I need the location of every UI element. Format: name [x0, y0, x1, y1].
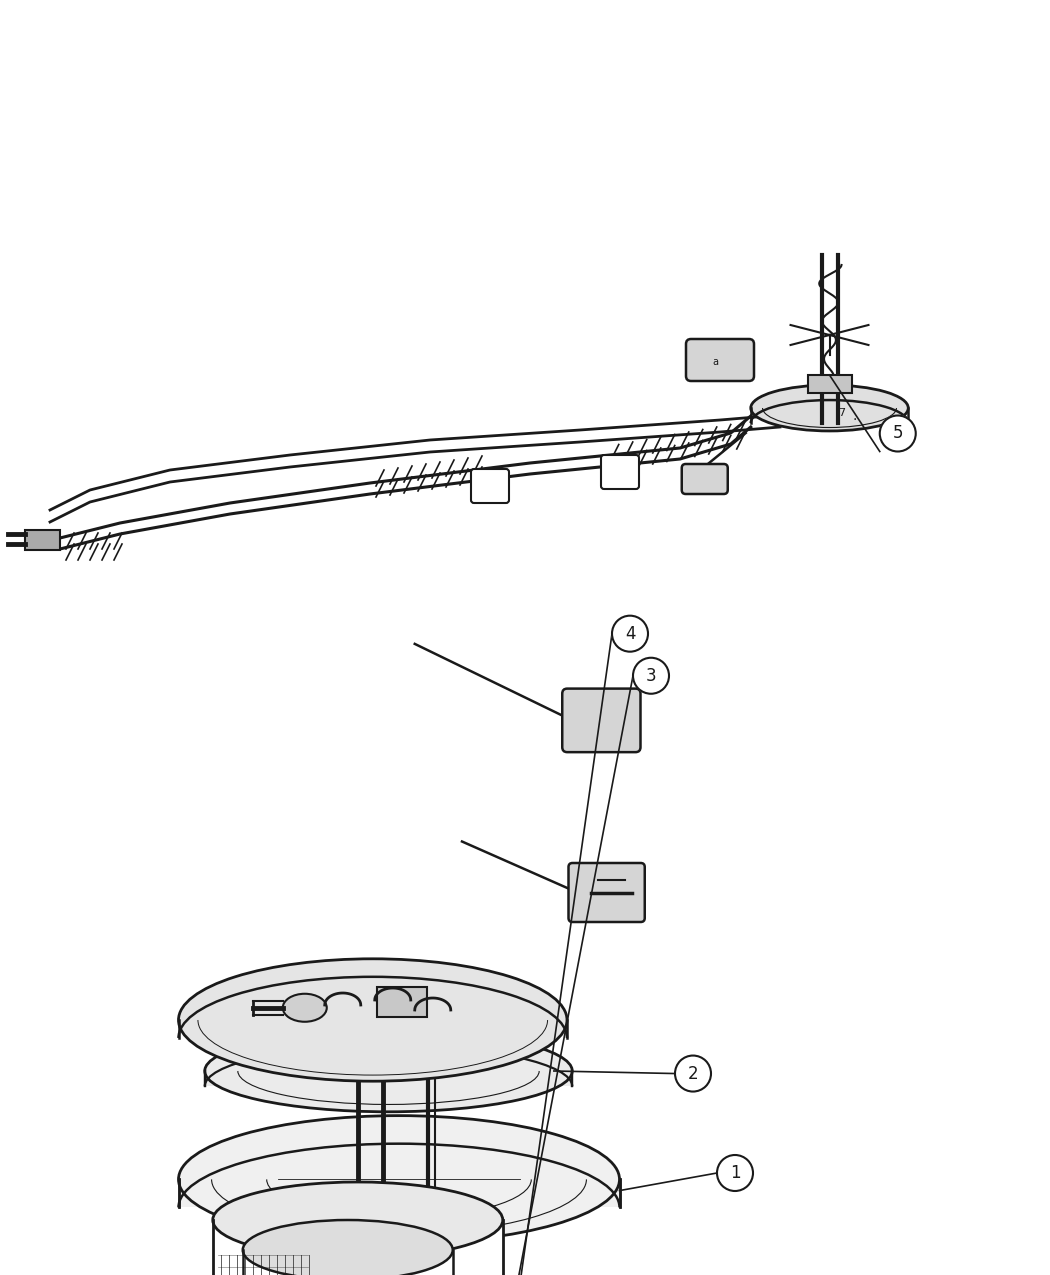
Bar [377, 987, 427, 1016]
Bar [25, 530, 60, 550]
Circle shape [880, 416, 916, 451]
Ellipse shape [751, 385, 908, 431]
Polygon shape [178, 1179, 620, 1207]
Circle shape [633, 658, 669, 694]
FancyBboxPatch shape [568, 863, 645, 922]
Ellipse shape [178, 959, 567, 1081]
Ellipse shape [178, 1116, 620, 1243]
Text: 5: 5 [892, 425, 903, 442]
Ellipse shape [282, 993, 327, 1021]
FancyBboxPatch shape [562, 688, 640, 752]
Circle shape [717, 1155, 753, 1191]
Text: .: . [853, 409, 857, 423]
Text: 2: 2 [688, 1065, 698, 1082]
FancyBboxPatch shape [681, 464, 728, 493]
Bar [807, 375, 852, 393]
Ellipse shape [243, 1220, 453, 1275]
Ellipse shape [205, 1030, 572, 1112]
Text: 3: 3 [646, 667, 656, 685]
Ellipse shape [213, 1182, 503, 1258]
FancyBboxPatch shape [601, 455, 639, 490]
Polygon shape [205, 1071, 572, 1086]
Text: 1: 1 [730, 1164, 740, 1182]
Circle shape [612, 616, 648, 652]
Text: 4: 4 [625, 625, 635, 643]
Text: a: a [712, 357, 718, 367]
Circle shape [675, 1056, 711, 1091]
Text: 7: 7 [838, 408, 845, 418]
FancyBboxPatch shape [686, 339, 754, 381]
Polygon shape [213, 1220, 503, 1275]
FancyBboxPatch shape [471, 469, 509, 504]
